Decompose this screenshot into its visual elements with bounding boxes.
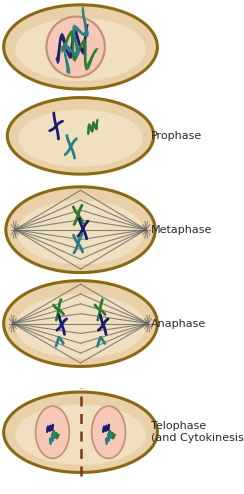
Ellipse shape	[46, 17, 105, 77]
Ellipse shape	[36, 406, 69, 458]
Ellipse shape	[4, 5, 157, 89]
Ellipse shape	[15, 18, 146, 81]
Ellipse shape	[17, 200, 144, 264]
Ellipse shape	[4, 281, 157, 367]
Ellipse shape	[18, 110, 143, 167]
Ellipse shape	[4, 392, 157, 472]
Text: Anaphase: Anaphase	[151, 319, 206, 329]
Text: Telophase
(and Cytokinesis): Telophase (and Cytokinesis)	[151, 421, 244, 443]
Ellipse shape	[92, 406, 125, 458]
Text: Metaphase: Metaphase	[151, 225, 213, 235]
Ellipse shape	[6, 187, 155, 273]
Ellipse shape	[7, 98, 154, 174]
Text: Prophase: Prophase	[151, 131, 203, 141]
Ellipse shape	[15, 294, 146, 358]
Ellipse shape	[15, 405, 146, 465]
